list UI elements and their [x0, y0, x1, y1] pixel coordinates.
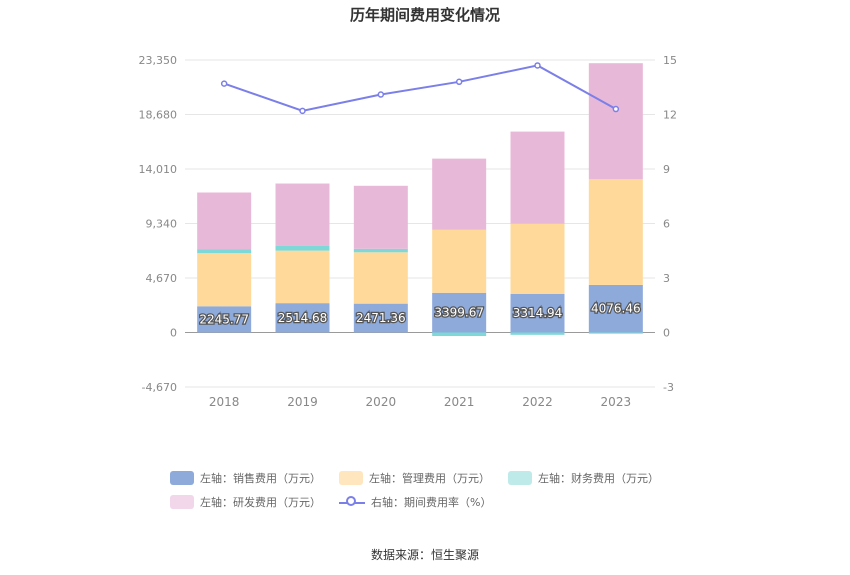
bar-segment [432, 292, 487, 333]
left-tick-label: 14,010 [139, 163, 178, 176]
right-tick-label: 15 [663, 54, 677, 67]
bar-segment [588, 179, 643, 285]
legend-swatch-finance [508, 471, 532, 485]
legend-item-expense-rate[interactable]: 右轴：期间费用率（%） [339, 494, 491, 510]
bar-segment [275, 250, 330, 304]
bar-segment [275, 245, 330, 251]
bar-data-labels: 2245.77 2514.68 2471.36 3399.67 3314.94 4076.… [198, 300, 642, 327]
bar-segment [510, 332, 565, 335]
chart-canvas: 历年期间费用变化情况 -4,670 0 4,670 9,340 14,010 18,680… [139, 6, 678, 409]
left-tick-label: 4,670 [146, 272, 178, 285]
bar-segment [588, 284, 643, 333]
line-point [455, 78, 463, 86]
x-tick-label: 2021 [444, 395, 475, 409]
legend-swatch-rnd [170, 495, 194, 509]
legend-label: 右轴：期间费用率（%） [371, 496, 492, 509]
bar-series [197, 63, 643, 337]
x-tick-label: 2019 [287, 395, 318, 409]
bar-data-label: 2514.68 [278, 311, 328, 325]
x-tick-label: 2022 [522, 395, 553, 409]
right-tick-label: -3 [663, 381, 674, 394]
left-tick-label: 9,340 [146, 218, 178, 231]
x-tick-label: 2023 [601, 395, 632, 409]
bar-segment [353, 252, 408, 304]
bar-segment [510, 293, 565, 333]
bar-data-label: 2245.77 [199, 312, 249, 326]
data-source: 数据来源：恒生聚源 [370, 548, 479, 562]
x-tick-label: 2020 [366, 395, 397, 409]
bar-segment [275, 183, 330, 246]
line-point [612, 105, 620, 113]
legend-item-sales[interactable]: 左轴：销售费用（万元） [170, 470, 321, 486]
line-point [377, 91, 385, 98]
line-point [220, 80, 228, 87]
legend-label: 左轴：财务费用（万元） [538, 472, 659, 485]
bar-data-label: 2471.36 [356, 311, 406, 325]
legend-item-admin[interactable]: 左轴：管理费用（万元） [339, 470, 490, 486]
bar-segment [432, 158, 487, 230]
x-tick-label: 2018 [209, 395, 240, 409]
left-tick-label: 18,680 [139, 109, 178, 122]
bar-segment [432, 229, 487, 293]
bar-segment [197, 249, 252, 254]
right-tick-label: 3 [663, 272, 670, 285]
right-tick-label: 12 [663, 109, 677, 122]
bar-segment [197, 192, 252, 250]
bar-data-label: 3314.94 [513, 306, 563, 320]
legend-swatch-admin [339, 471, 363, 485]
right-tick-label: 0 [663, 327, 670, 340]
legend: 左轴：销售费用（万元） 左轴：管理费用（万元） 左轴：财务费用（万元） 左轴：研… [170, 470, 710, 518]
line-point [299, 107, 306, 115]
left-tick-label: 0 [170, 327, 177, 340]
bar-segment [510, 131, 565, 224]
legend-line-marker-icon [339, 495, 365, 509]
legend-item-rnd[interactable]: 左轴：研发费用（万元） [170, 494, 321, 510]
line-series [220, 62, 620, 115]
bar-data-label: 4076.46 [591, 302, 641, 316]
legend-item-finance[interactable]: 左轴：财务费用（万元） [508, 470, 659, 486]
x-axis: 2018 2019 2020 2021 2022 2023 [209, 395, 631, 409]
bar-segment [353, 303, 408, 333]
right-axis: -3 0 3 6 9 12 15 [663, 54, 677, 394]
bar-segment [588, 332, 643, 334]
bar-segment [353, 185, 408, 249]
line-point [534, 62, 541, 69]
left-tick-label: -4,670 [142, 381, 177, 394]
right-tick-label: 6 [663, 218, 670, 231]
bar-segment [432, 332, 487, 337]
legend-swatch-sales [170, 471, 194, 485]
left-axis: -4,670 0 4,670 9,340 14,010 18,680 23,350 [139, 54, 178, 394]
bar-segment [197, 306, 252, 333]
legend-label: 左轴：销售费用（万元） [200, 472, 321, 485]
bar-segment [510, 223, 565, 294]
bar-segment [275, 303, 330, 333]
bar-segment [588, 63, 643, 180]
chart-title: 历年期间费用变化情况 [350, 6, 500, 24]
left-tick-label: 23,350 [139, 54, 178, 67]
bar-data-label: 3399.67 [434, 306, 484, 320]
legend-label: 左轴：研发费用（万元） [200, 496, 321, 509]
line-path [223, 64, 617, 112]
bar-segment [353, 248, 408, 253]
bar-segment [197, 253, 252, 307]
legend-label: 左轴：管理费用（万元） [369, 472, 490, 485]
grid-lines [185, 59, 655, 388]
right-tick-label: 9 [663, 163, 670, 176]
